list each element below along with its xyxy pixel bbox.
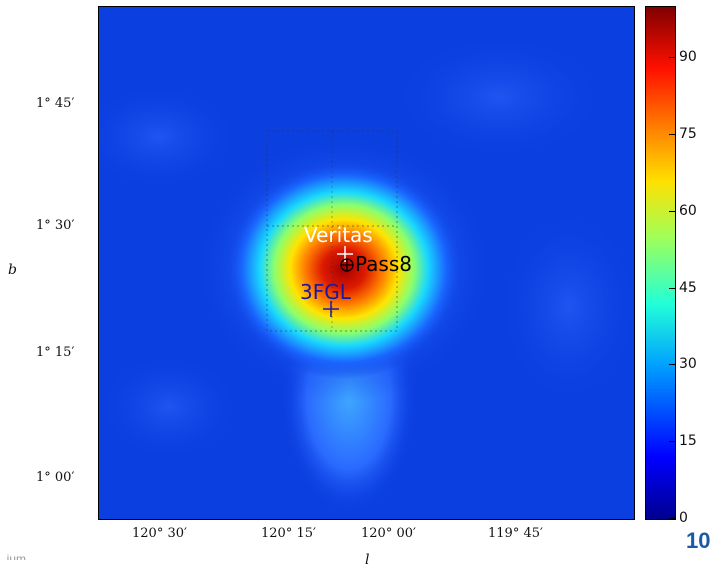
- x-tick-label: 119° 45′: [488, 526, 543, 541]
- colorbar-tick: [669, 134, 675, 135]
- slide-number: 10: [686, 528, 711, 553]
- count-map-heatmap: [99, 7, 634, 519]
- colorbar-tick-label: 75: [679, 126, 697, 142]
- colorbar-tick-label: 0: [679, 510, 688, 526]
- colorbar-tick: [669, 210, 675, 212]
- colorbar-tick-label: 15: [679, 433, 697, 450]
- y-tick-label: 1° 30′: [36, 218, 75, 233]
- faint-patch: [489, 197, 634, 417]
- colorbar-tick-label: 30: [679, 356, 697, 373]
- faint-patch: [99, 77, 249, 197]
- colorbar: [645, 6, 676, 520]
- colorbar-tick: [669, 518, 675, 519]
- sky-map-frame: Veritas Pass8 3FGL: [98, 6, 635, 520]
- emission-core: [224, 159, 464, 379]
- x-axis-label: l: [365, 552, 370, 568]
- pass8-marker: [340, 258, 354, 272]
- colorbar-tick: [669, 364, 675, 366]
- y-tick-label: 1° 00′: [36, 470, 75, 485]
- y-tick-label: 1° 15′: [36, 345, 75, 360]
- 3fgl-label: 3FGL: [300, 280, 351, 304]
- 3fgl-marker: [323, 301, 339, 317]
- y-axis-label: b: [8, 262, 17, 278]
- x-tick-label: 120° 30′: [132, 526, 187, 541]
- colorbar-tick-label: 45: [679, 279, 697, 296]
- faint-patch: [99, 347, 249, 467]
- pass8-label: Pass8: [355, 252, 412, 276]
- colorbar-tick-label: 90: [679, 49, 697, 66]
- colorbar-tick: [669, 57, 675, 59]
- colorbar-tick: [669, 441, 675, 443]
- veritas-label: Veritas: [304, 223, 373, 247]
- x-tick-label: 120° 15′: [261, 526, 316, 541]
- colorbar-tick-label: 60: [679, 202, 697, 219]
- footer-text: ..ium: [0, 552, 27, 566]
- x-tick-label: 120° 00′: [361, 526, 416, 541]
- faint-patch: [379, 27, 619, 167]
- y-tick-label: 1° 45′: [36, 96, 75, 111]
- grid-box: [266, 130, 398, 332]
- colorbar-tick: [669, 287, 675, 289]
